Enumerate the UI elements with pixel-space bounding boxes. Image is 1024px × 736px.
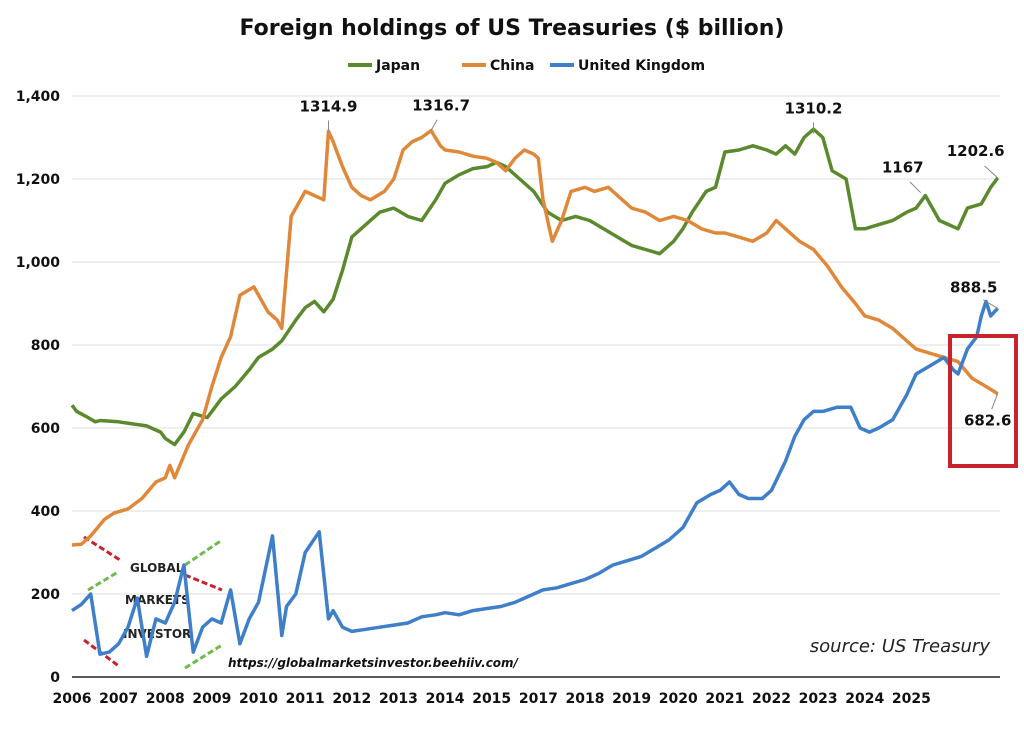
x-tick-label: 2021 (705, 691, 744, 707)
x-tick-label: 2022 (752, 691, 791, 707)
watermark-arrow-icon (184, 538, 223, 567)
y-tick-label: 0 (50, 670, 60, 686)
highlight-box (948, 334, 1018, 468)
annotation-label: 1314.9 (300, 97, 358, 115)
x-tick-label: 2024 (845, 691, 884, 707)
y-tick-label: 1,000 (16, 255, 61, 271)
x-tick-label: 2023 (799, 691, 838, 707)
x-tick-label: 2019 (612, 691, 651, 707)
x-tick-label: 2009 (192, 691, 231, 707)
watermark-word: INVESTOR (123, 627, 191, 641)
watermark-url: https://globalmarketsinvestor.beehiiv.co… (228, 656, 520, 670)
x-tick-label: 2006 (53, 691, 92, 707)
series-line-china (71, 128, 999, 547)
annotation-label: 1202.6 (947, 142, 1005, 160)
annotation-label: 888.5 (950, 278, 997, 296)
watermark-arrow-icon (184, 643, 223, 670)
x-tick-label: 2015 (472, 691, 511, 707)
watermark-arrow-icon (83, 535, 121, 562)
x-tick-label: 2007 (99, 691, 138, 707)
watermark: GLOBALMARKETSINVESTORhttps://globalmarke… (83, 535, 520, 670)
y-tick-label: 400 (31, 504, 60, 520)
annotations: 1314.9 1316.7 1310.2 1167 1202.6 888.5 682.6 (300, 97, 1012, 430)
legend-label: China (490, 58, 534, 74)
x-axis: 2006 2007 2008 2009 2010 2011 2012 2013 2014 2015… (53, 676, 1000, 707)
x-tick-label: 2020 (659, 691, 698, 707)
annotation-label: 1167 (882, 159, 924, 177)
series-lines (70, 127, 1000, 659)
annotation-label: 682.6 (964, 412, 1011, 430)
annotation-leader (909, 181, 922, 194)
annotation-leader (984, 165, 999, 179)
x-tick-label: 2011 (286, 691, 325, 707)
annotation-label: 1316.7 (412, 97, 470, 115)
y-tick-label: 1,400 (16, 89, 61, 105)
x-tick-label: 2017 (519, 691, 558, 707)
y-axis: 0 200 400 600 800 1,000 1,200 1,400 (16, 89, 61, 686)
x-tick-label: 2025 (892, 691, 931, 707)
watermark-word: GLOBAL (130, 561, 184, 575)
annotation-leader (983, 299, 998, 309)
legend-label: United Kingdom (578, 58, 705, 74)
x-tick-label: 2010 (239, 691, 278, 707)
watermark-arrow-icon (87, 570, 119, 592)
watermark-arrow-icon (184, 573, 223, 592)
y-tick-label: 200 (31, 587, 60, 603)
x-tick-label: 2012 (332, 691, 371, 707)
x-tick-label: 2014 (426, 691, 465, 707)
chart-title: Foreign holdings of US Treasuries ($ bil… (240, 16, 785, 41)
x-tick-label: 2008 (146, 691, 185, 707)
y-tick-label: 1,200 (16, 172, 61, 188)
y-tick-label: 600 (31, 421, 60, 437)
x-tick-label: 2013 (379, 691, 418, 707)
annotation-label: 1310.2 (785, 99, 843, 117)
y-tick-label: 800 (31, 338, 60, 354)
series-line-united-kingdom (71, 299, 999, 659)
legend-label: Japan (375, 58, 420, 74)
annotation-leader (991, 393, 999, 410)
source-note: source: US Treasury (810, 636, 991, 657)
x-tick-label: 2018 (565, 691, 604, 707)
annotation-leader (430, 119, 438, 131)
legend: Japan China United Kingdom (348, 58, 705, 74)
series-line-japan (70, 127, 1000, 447)
